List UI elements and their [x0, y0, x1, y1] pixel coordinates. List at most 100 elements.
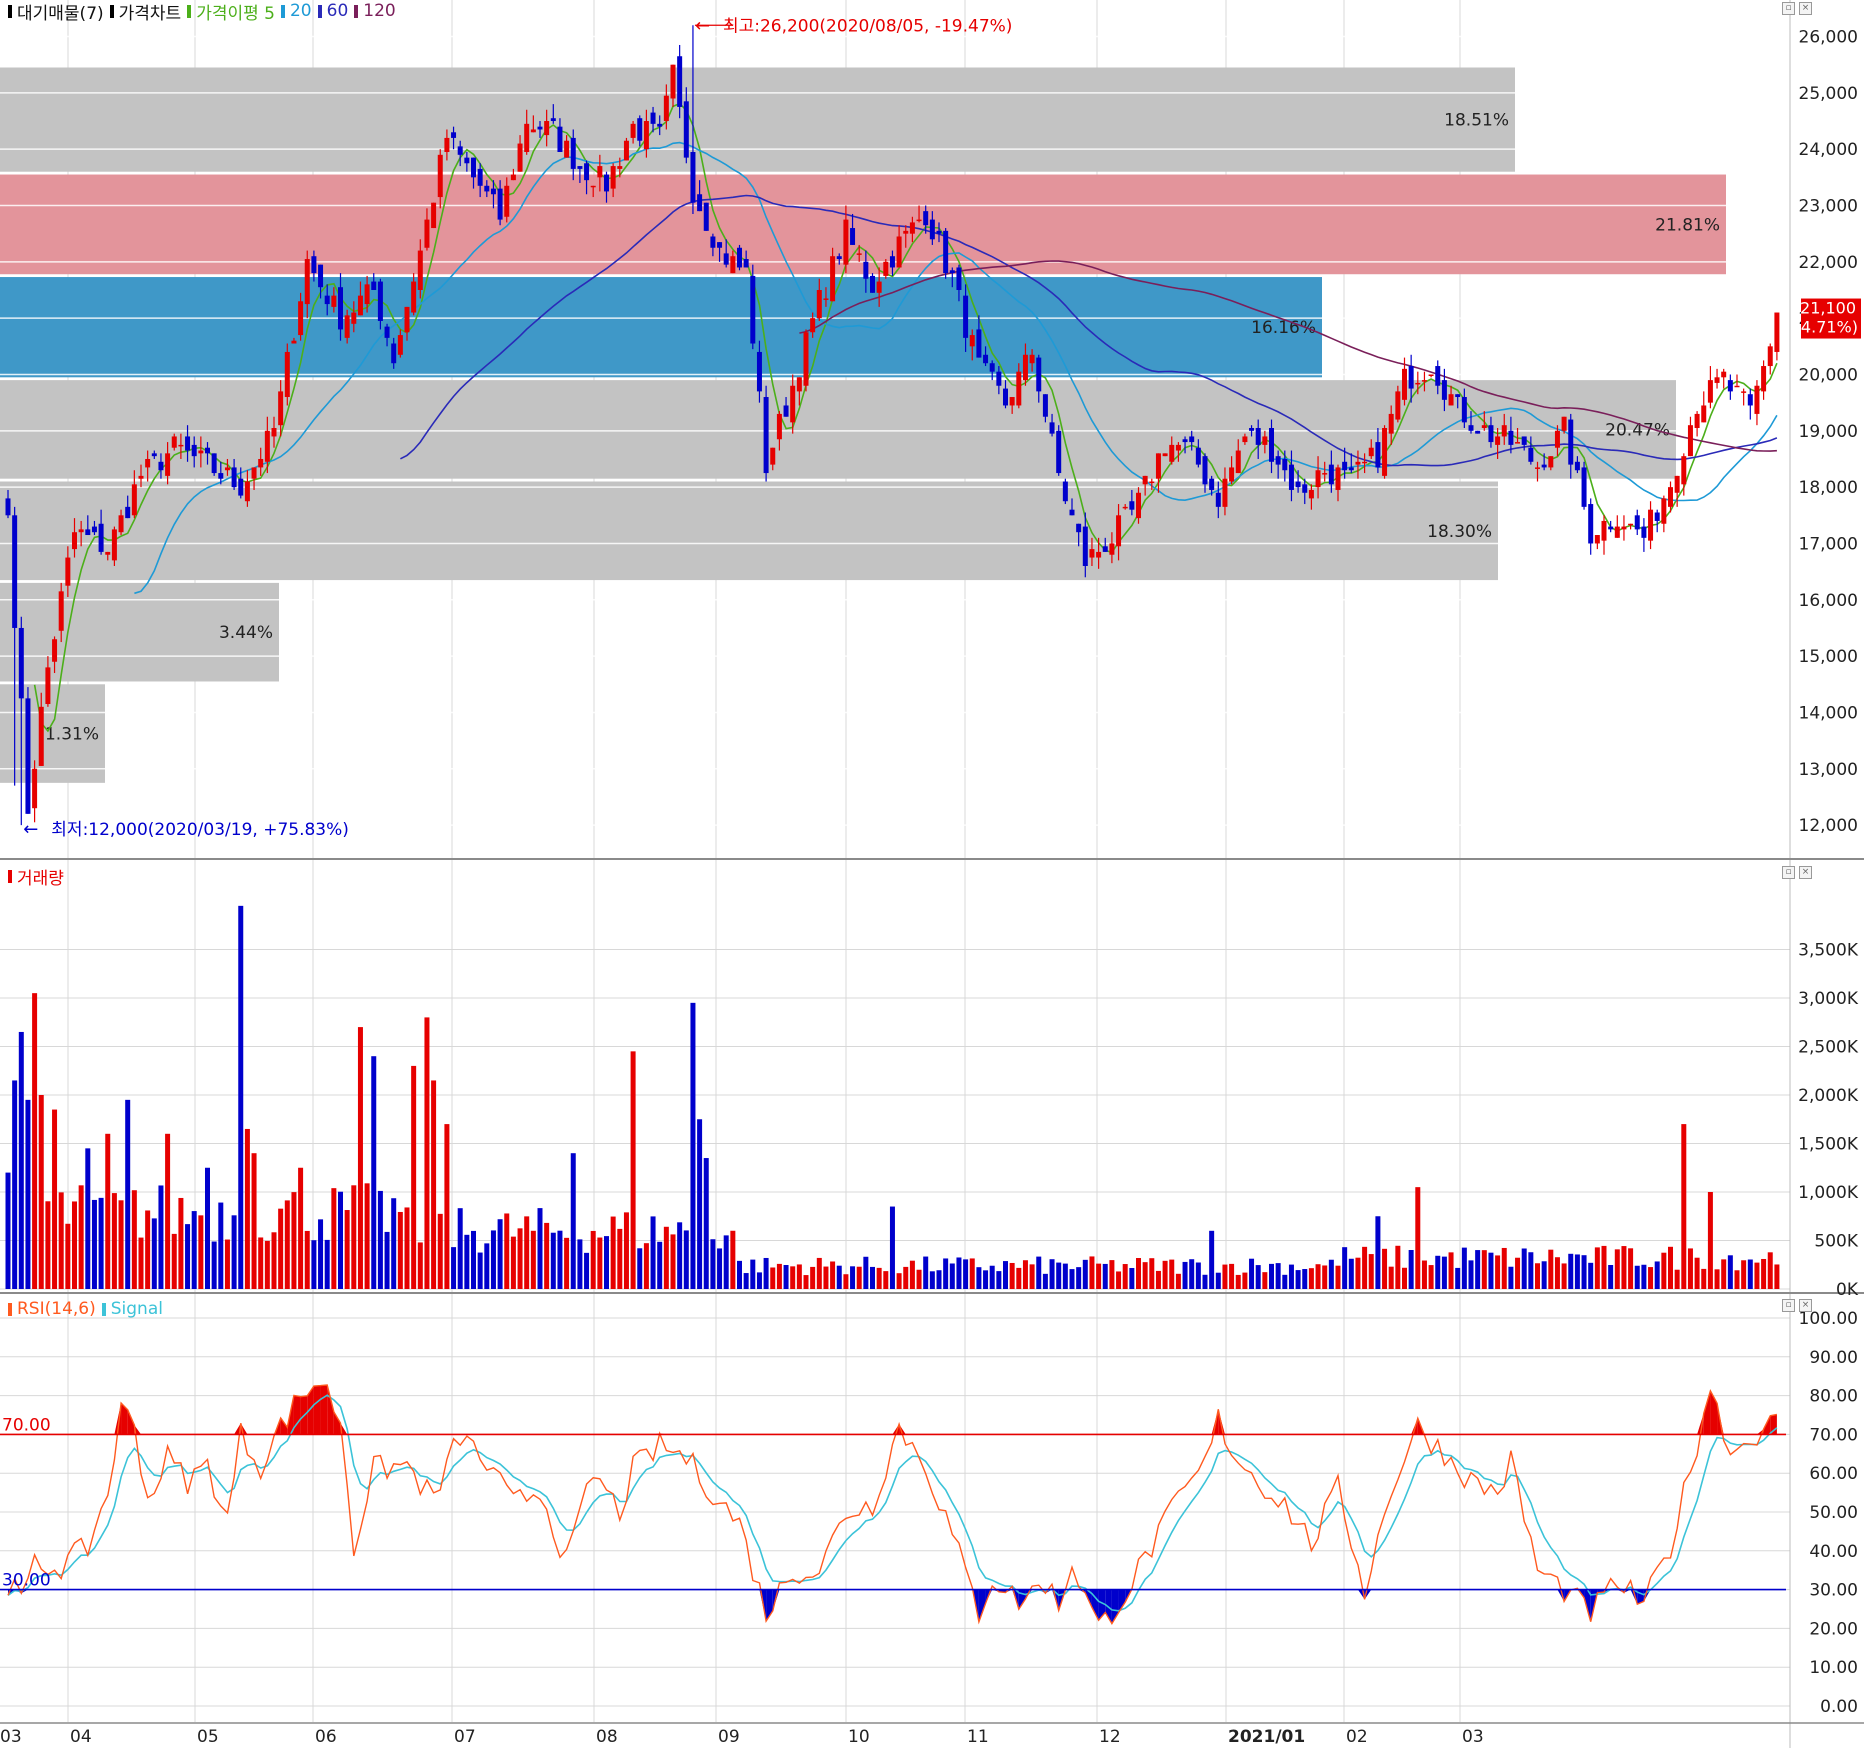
candle-body	[750, 276, 755, 344]
candle-body	[1109, 543, 1114, 554]
candle-body	[1129, 501, 1134, 509]
volume-bar	[557, 1231, 562, 1289]
candle-body	[418, 251, 423, 290]
candle-body	[1608, 527, 1613, 530]
volume-bar	[677, 1222, 682, 1289]
rsi-zone-fill	[314, 1386, 321, 1435]
candle-body	[1302, 484, 1307, 492]
legend-label[interactable]: 120	[363, 1, 395, 21]
volume-bar	[245, 1129, 250, 1289]
candle-body	[857, 253, 862, 255]
legend-label[interactable]: 거래량	[17, 864, 64, 889]
candle-body	[737, 248, 742, 268]
candle-body	[278, 391, 283, 425]
close-icon[interactable]: ×	[1799, 2, 1812, 15]
candle-body	[119, 515, 124, 532]
volume-bar	[1575, 1254, 1580, 1289]
price-tick-label: 17,000	[1799, 534, 1858, 554]
candle-body	[1349, 467, 1354, 470]
price-panel-controls[interactable]: ▫×	[1782, 2, 1812, 14]
volume-bar	[92, 1200, 97, 1289]
legend-label[interactable]: 20	[290, 1, 312, 21]
volume-bar	[1242, 1273, 1247, 1289]
volume-panel-controls[interactable]: ▫×	[1782, 866, 1812, 878]
candle-body	[1369, 448, 1374, 456]
volume-bar	[937, 1270, 942, 1289]
candle-body	[1668, 487, 1673, 507]
candle-body	[1149, 482, 1154, 484]
volume-bar	[1369, 1254, 1374, 1289]
candle-body	[1010, 397, 1015, 405]
candle-body	[272, 428, 277, 436]
candle-body	[511, 175, 516, 181]
price-tick-label: 15,000	[1799, 647, 1858, 667]
volume-bar	[198, 1215, 203, 1289]
volume-bar	[511, 1237, 516, 1289]
candle-body	[777, 414, 782, 439]
candle-body	[1588, 504, 1593, 543]
candle-body	[790, 386, 795, 423]
volume-bar	[690, 1003, 695, 1289]
close-icon[interactable]: ×	[1799, 1299, 1812, 1312]
legend-label[interactable]: 가격차트	[119, 0, 182, 24]
volume-bar	[1548, 1250, 1553, 1289]
volume-bar	[1482, 1250, 1487, 1289]
candle-body	[444, 138, 449, 152]
legend-label[interactable]: Signal	[111, 1299, 163, 1319]
candle-body	[910, 222, 915, 233]
volume-bar	[1602, 1246, 1607, 1289]
legend-label[interactable]: 60	[327, 1, 349, 21]
volume-bar	[538, 1208, 543, 1289]
volume-bar	[1469, 1260, 1474, 1289]
minimize-icon[interactable]: ▫	[1782, 1299, 1795, 1312]
candle-body	[710, 236, 715, 247]
candle-body	[830, 256, 835, 301]
candle-body	[1555, 431, 1560, 448]
price-tick-label: 16,000	[1799, 591, 1858, 611]
candle-body	[1189, 436, 1194, 442]
legend-label[interactable]: 가격이평 5	[196, 0, 275, 24]
candle-body	[25, 698, 30, 813]
volume-bar	[1050, 1259, 1055, 1289]
volume-bar	[1508, 1267, 1513, 1289]
candle-body	[6, 498, 11, 515]
rsi-tick-label: 90.00	[1809, 1348, 1858, 1368]
minimize-icon[interactable]: ▫	[1782, 866, 1795, 879]
legend-label[interactable]: 대기매물(7)	[17, 0, 104, 24]
legend-swatch	[281, 5, 285, 18]
candle-body	[311, 256, 316, 273]
volume-bar	[12, 1080, 17, 1289]
candle-body	[1648, 510, 1653, 541]
candle-body	[1462, 397, 1467, 422]
signal-line	[8, 1395, 1777, 1611]
volume-bar	[1156, 1271, 1161, 1289]
volume-bar	[1296, 1270, 1301, 1289]
candle-body	[1602, 521, 1607, 541]
candle-body	[557, 127, 562, 152]
volume-bar	[1522, 1248, 1527, 1289]
volume-bar	[1309, 1268, 1314, 1289]
volume-bar	[577, 1239, 582, 1289]
volume-bars	[6, 906, 1780, 1289]
candle-body	[298, 301, 303, 335]
candle-body	[172, 436, 177, 447]
volume-bar	[1681, 1124, 1686, 1289]
volume-bar	[1615, 1249, 1620, 1289]
volume-bar	[318, 1219, 323, 1289]
candle-body	[291, 341, 296, 344]
candle-body	[1488, 425, 1493, 442]
high-annotation: 최고:26,200(2020/08/05, -19.47%)	[723, 16, 1013, 36]
candle-body	[185, 436, 190, 450]
close-icon[interactable]: ×	[1799, 866, 1812, 879]
candle-body	[1415, 383, 1420, 385]
candle-body	[198, 451, 203, 454]
minimize-icon[interactable]: ▫	[1782, 2, 1795, 15]
candle-body	[1754, 386, 1759, 414]
volume-bar	[1209, 1231, 1214, 1289]
rsi-tick-label: 20.00	[1809, 1619, 1858, 1639]
candle-body	[651, 113, 656, 124]
volume-bar	[405, 1207, 410, 1289]
legend-label[interactable]: RSI(14,6)	[17, 1299, 96, 1319]
resistance-zone	[0, 482, 1498, 581]
rsi-panel-controls[interactable]: ▫×	[1782, 1299, 1812, 1311]
